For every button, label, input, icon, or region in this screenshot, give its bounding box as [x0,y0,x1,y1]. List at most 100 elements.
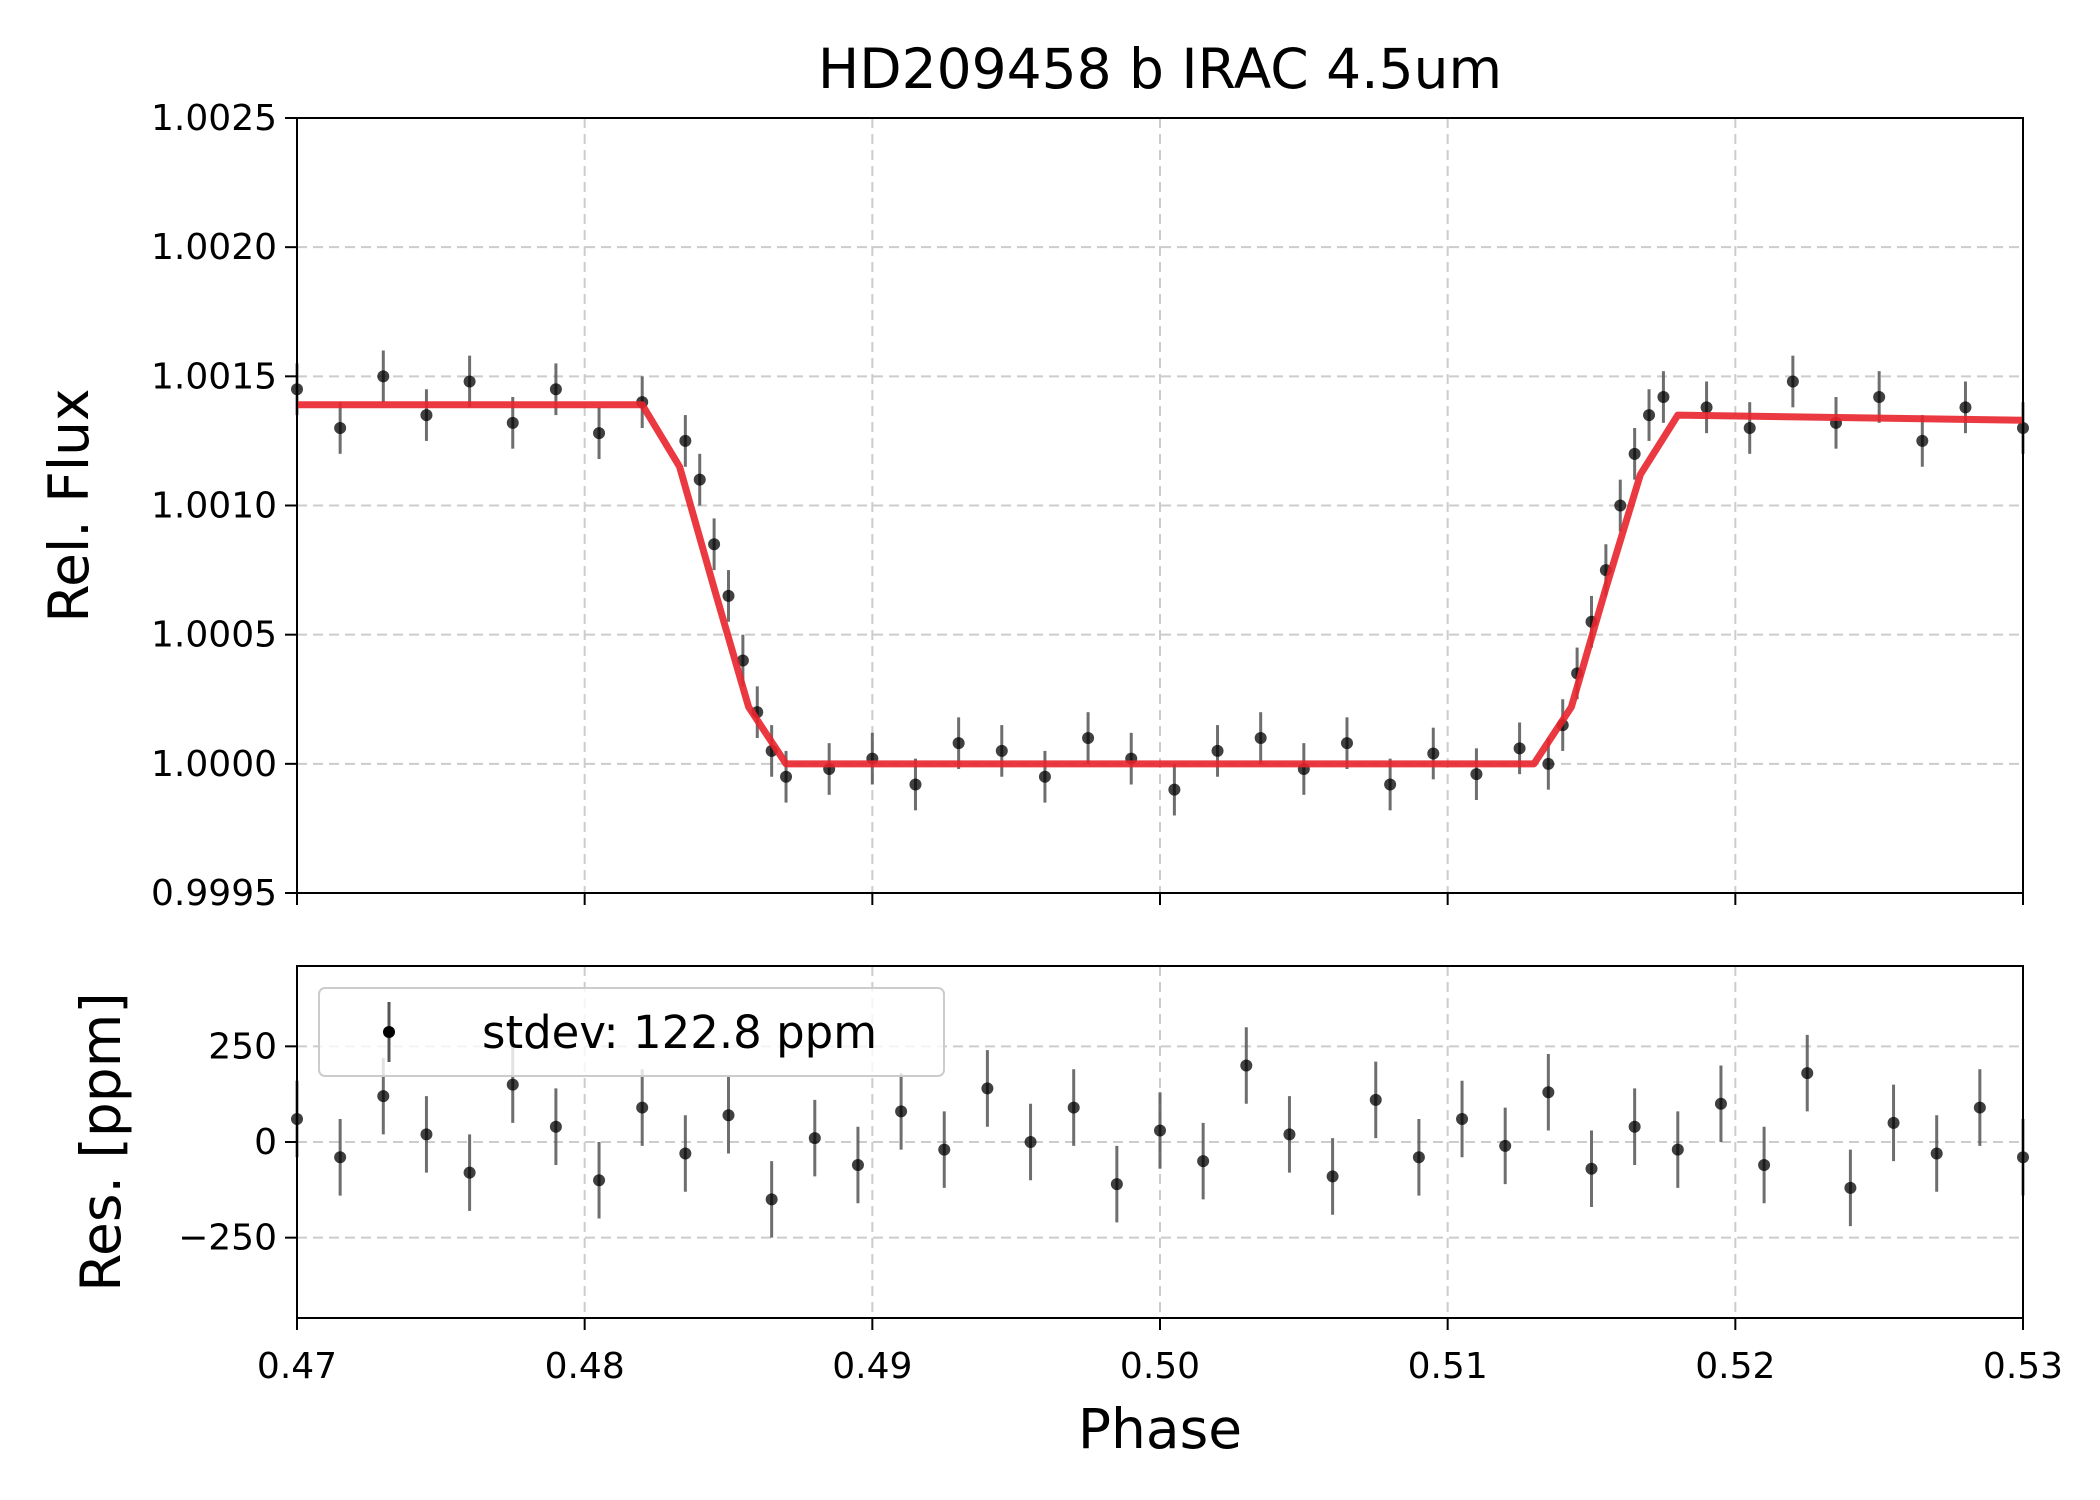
flux-point [1168,783,1181,796]
residual-point [1154,1124,1166,1137]
residual-point [593,1174,606,1187]
residual-point [1412,1151,1425,1164]
flux-point [722,589,735,602]
residual-point [1240,1059,1253,1072]
legend-entry: stdev: 122.8 ppm [482,1006,877,1059]
residual-point [1930,1147,1943,1160]
flux-point [1038,770,1051,783]
residual-point [895,1105,908,1118]
flux-ticks: 0.9995 1.0000 1.0005 1.0010 1.0015 1.0020 1.00… [151,98,2024,914]
flux-point [1643,409,1656,422]
x-tick-label: 0.49 [832,1346,912,1387]
flux-point [593,427,606,440]
flux-point [1340,737,1353,750]
flux-point [1959,401,1972,414]
flux-grid [297,118,2023,893]
residual-point [1801,1067,1814,1080]
x-axis-label: Phase [1078,1397,1242,1461]
y-tick-label: −250 [178,1218,277,1259]
flux-panel: 0.9995 1.0000 1.0005 1.0010 1.0015 1.0020 1.00… [37,37,2029,914]
x-tick-label: 0.52 [1695,1346,1775,1387]
residual-point [1499,1139,1512,1152]
flux-point [1657,391,1670,403]
x-tick-label: 0.50 [1120,1346,1200,1387]
residual-point [1024,1136,1037,1148]
flux-y-axis-label: Rel. Flux [37,388,101,622]
residual-point [1110,1178,1123,1191]
flux-point [463,375,476,388]
flux-point [1628,447,1641,460]
flux-point [736,654,749,667]
chart-title: HD209458 b IRAC 4.5um [818,37,1502,101]
residual-point [1628,1120,1641,1133]
residual-point [765,1193,778,1206]
flux-point [952,737,965,750]
flux-point [1254,732,1267,744]
residual-point [1067,1101,1080,1114]
flux-point [708,538,721,551]
y-tick-label: 1.0005 [151,615,277,656]
flux-data [291,350,2029,816]
residual-point [1369,1093,1382,1106]
residual-point [981,1082,994,1095]
flux-point [1700,401,1713,414]
residual-data [291,1027,2029,1238]
y-tick-label: 0.9995 [151,873,277,914]
residual-ticks: 0.47 0.48 0.49 0.50 0.51 0.52 0.53 −250 0 250 [178,1026,2063,1387]
residual-point [1844,1181,1857,1194]
residual-point [1585,1162,1598,1175]
flux-point [1082,732,1095,744]
flux-point [420,409,433,422]
flux-point [549,383,562,396]
residual-point [1197,1155,1210,1168]
y-tick-label: 250 [208,1026,277,1067]
transit-model-line [297,401,2024,768]
residual-point [420,1128,433,1141]
flux-point [1873,391,1886,403]
residual-point [1542,1086,1555,1099]
residual-point [549,1120,562,1133]
residual-point [1671,1143,1684,1156]
x-tick-label: 0.51 [1408,1346,1488,1387]
flux-point [995,744,1008,757]
y-tick-label: 1.0015 [151,356,277,397]
y-tick-label: 1.0000 [151,744,277,785]
y-tick-label: 1.0020 [151,227,277,268]
flux-point [909,778,922,791]
legend-dot-marker [383,1026,395,1038]
x-tick-label: 0.47 [257,1346,337,1387]
residual-point [808,1132,821,1145]
flux-point [1513,742,1526,755]
y-tick-label: 1.0010 [151,486,277,527]
residual-point [463,1166,476,1179]
residual-point [334,1151,347,1164]
y-tick-label: 1.0025 [151,98,277,139]
legend-box [318,987,945,1077]
flux-point [780,770,793,783]
flux-point [1427,747,1440,760]
flux-point [1614,499,1627,512]
flux-point [1916,434,1929,447]
residual-point [377,1090,390,1103]
residual-point [1283,1128,1296,1141]
flux-point [377,370,390,383]
residual-point [679,1147,692,1160]
residual-point [1887,1116,1900,1129]
y-tick-label: 0 [254,1122,277,1163]
flux-point [1211,744,1224,757]
flux-point [1542,757,1555,770]
legend: stdev: 122.8 ppm [318,987,945,1077]
residual-point [1714,1097,1727,1110]
flux-point [679,434,692,447]
residual-panel: 0.47 0.48 0.49 0.50 0.51 0.52 0.53 −250 0 250 std… [69,965,2063,1461]
residual-point [506,1078,519,1091]
flux-point [1384,778,1397,791]
residual-point [722,1109,735,1122]
residual-point [1758,1158,1771,1171]
residual-point [636,1101,649,1114]
flux-point [1786,375,1799,388]
residual-y-axis-label: Res. [ppm] [69,992,133,1292]
flux-point [506,416,519,429]
x-tick-label: 0.48 [545,1346,625,1387]
